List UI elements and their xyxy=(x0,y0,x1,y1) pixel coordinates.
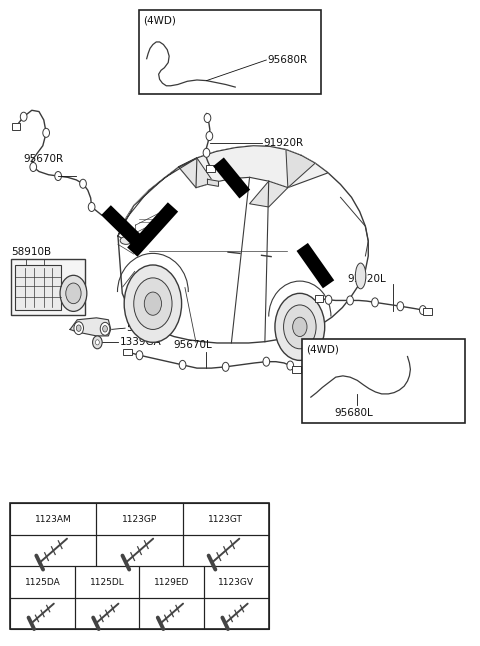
Circle shape xyxy=(66,283,81,304)
Text: 1123GT: 1123GT xyxy=(208,515,243,524)
Circle shape xyxy=(308,393,314,401)
Circle shape xyxy=(385,390,391,398)
Bar xyxy=(10,535,96,567)
Circle shape xyxy=(405,353,410,360)
Text: (4WD): (4WD) xyxy=(144,16,176,26)
Text: 1123GP: 1123GP xyxy=(122,515,157,524)
Circle shape xyxy=(204,77,209,85)
Text: 1123GV: 1123GV xyxy=(218,578,254,587)
Circle shape xyxy=(144,292,161,315)
Circle shape xyxy=(163,82,169,90)
Bar xyxy=(140,10,322,94)
Bar xyxy=(12,123,20,130)
Bar xyxy=(140,598,204,629)
Circle shape xyxy=(206,132,213,141)
Circle shape xyxy=(161,64,167,72)
Bar xyxy=(292,366,301,373)
Circle shape xyxy=(88,202,95,211)
Circle shape xyxy=(203,149,210,158)
Ellipse shape xyxy=(355,263,366,289)
Text: 95680L: 95680L xyxy=(335,408,373,418)
Text: 1129ED: 1129ED xyxy=(154,578,190,587)
Bar xyxy=(315,295,323,302)
Circle shape xyxy=(405,377,410,385)
Bar xyxy=(204,567,269,598)
Circle shape xyxy=(20,112,27,121)
Circle shape xyxy=(76,325,81,331)
Circle shape xyxy=(55,172,61,180)
Polygon shape xyxy=(179,158,214,187)
Circle shape xyxy=(93,336,102,349)
Bar xyxy=(15,265,60,310)
Polygon shape xyxy=(70,318,111,336)
Bar xyxy=(123,349,132,355)
Circle shape xyxy=(43,129,49,138)
Circle shape xyxy=(284,305,316,349)
Circle shape xyxy=(263,357,270,366)
Circle shape xyxy=(325,295,332,304)
Circle shape xyxy=(30,163,36,172)
Bar xyxy=(10,567,75,598)
Circle shape xyxy=(287,361,294,370)
Polygon shape xyxy=(250,181,288,207)
Bar xyxy=(10,503,96,535)
Bar xyxy=(206,165,215,172)
Bar xyxy=(140,567,204,598)
Circle shape xyxy=(80,179,86,188)
Bar xyxy=(10,503,269,629)
Bar xyxy=(204,598,269,629)
Text: 58960: 58960 xyxy=(126,323,159,333)
Text: 1123AM: 1123AM xyxy=(35,515,72,524)
Circle shape xyxy=(144,55,150,63)
Circle shape xyxy=(136,351,143,360)
Circle shape xyxy=(157,38,162,46)
Polygon shape xyxy=(286,150,315,187)
Text: 95670R: 95670R xyxy=(24,154,64,165)
Circle shape xyxy=(372,298,378,307)
Bar xyxy=(307,394,315,401)
Text: 95680R: 95680R xyxy=(268,55,308,65)
Bar xyxy=(182,535,269,567)
Bar xyxy=(75,567,140,598)
Text: 1125DA: 1125DA xyxy=(24,578,60,587)
Circle shape xyxy=(103,326,108,332)
Circle shape xyxy=(204,114,211,123)
Text: 1339GA: 1339GA xyxy=(120,337,161,348)
Circle shape xyxy=(96,340,99,345)
Polygon shape xyxy=(118,158,197,236)
Circle shape xyxy=(74,322,84,335)
Circle shape xyxy=(397,302,404,311)
Polygon shape xyxy=(207,179,218,186)
Bar xyxy=(75,598,140,629)
Text: 91920R: 91920R xyxy=(263,138,303,147)
Circle shape xyxy=(222,362,229,371)
Circle shape xyxy=(100,322,110,335)
Bar xyxy=(96,535,182,567)
Polygon shape xyxy=(118,146,368,343)
Text: 58910B: 58910B xyxy=(11,247,51,256)
Bar xyxy=(10,598,75,629)
Ellipse shape xyxy=(120,236,132,244)
Circle shape xyxy=(360,381,366,389)
Circle shape xyxy=(293,317,307,337)
Text: 95670L: 95670L xyxy=(173,340,212,350)
Circle shape xyxy=(347,296,353,305)
Bar xyxy=(11,258,85,315)
Text: 1125DL: 1125DL xyxy=(90,578,125,587)
Circle shape xyxy=(275,293,324,360)
Bar xyxy=(231,84,239,90)
Bar xyxy=(182,503,269,535)
Circle shape xyxy=(179,360,186,370)
Bar xyxy=(302,339,465,423)
Polygon shape xyxy=(179,146,328,187)
Circle shape xyxy=(124,265,181,342)
Bar xyxy=(423,308,432,315)
Text: 91920L: 91920L xyxy=(348,275,386,284)
Bar xyxy=(96,503,182,535)
Circle shape xyxy=(60,275,87,311)
Text: (4WD): (4WD) xyxy=(306,344,339,354)
Circle shape xyxy=(134,278,172,329)
Circle shape xyxy=(333,373,338,381)
Circle shape xyxy=(420,306,426,315)
